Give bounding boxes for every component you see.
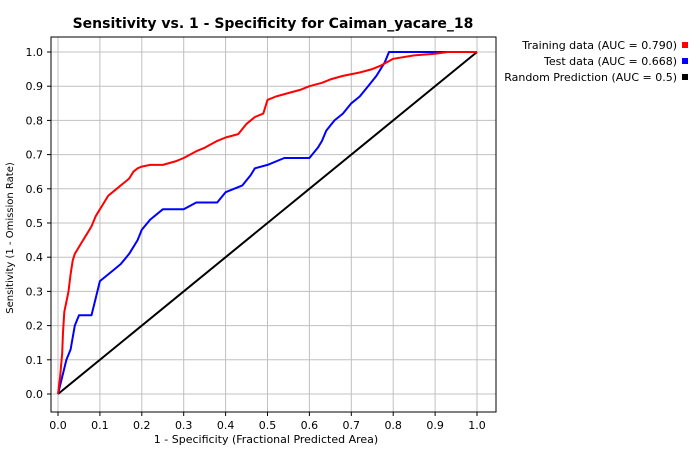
y-tick-label: 0.4 xyxy=(26,251,44,264)
chart-title: Sensitivity vs. 1 - Specificity for Caim… xyxy=(73,16,474,32)
x-axis-label: 1 - Specificity (Fractional Predicted Ar… xyxy=(154,433,378,446)
x-tick-label: 0.8 xyxy=(384,419,402,432)
series-line-0 xyxy=(57,51,477,395)
x-tick-label: 0.6 xyxy=(301,419,319,432)
y-tick-label: 0.5 xyxy=(26,217,44,230)
series-line-1 xyxy=(57,51,477,395)
x-tick-label: 0.4 xyxy=(217,419,235,432)
y-tick-label: 0.7 xyxy=(26,149,44,162)
x-tick-label: 0.1 xyxy=(91,419,109,432)
x-tick-label: 0.3 xyxy=(175,419,193,432)
y-tick-label: 0.9 xyxy=(26,80,44,93)
y-tick-label: 0.6 xyxy=(26,183,44,196)
x-tick-label: 0.2 xyxy=(133,419,151,432)
plot-area xyxy=(50,36,497,413)
x-tick-label: 0.5 xyxy=(259,419,277,432)
x-tick-label: 0.0 xyxy=(49,419,67,432)
x-tick-label: 1.0 xyxy=(468,419,486,432)
y-tick-label: 0.2 xyxy=(26,320,44,333)
y-tick-label: 0.8 xyxy=(26,114,44,127)
x-tick-label: 0.7 xyxy=(343,419,361,432)
legend-label: Random Prediction (AUC = 0.5) xyxy=(504,71,677,84)
series-layer xyxy=(57,51,478,395)
legend-swatch xyxy=(682,74,688,80)
legend-label: Test data (AUC = 0.668) xyxy=(543,55,677,68)
y-tick-label: 1.0 xyxy=(26,46,44,59)
legend-swatch xyxy=(682,58,688,64)
y-tick-label: 0.3 xyxy=(26,285,44,298)
y-axis-label: Sensitivity (1 - Omission Rate) xyxy=(5,162,16,314)
y-tick-label: 0.1 xyxy=(26,354,44,367)
legend-swatch xyxy=(682,42,688,48)
x-tick-label: 0.9 xyxy=(426,419,444,432)
y-tick-label: 0.0 xyxy=(26,388,44,401)
grid xyxy=(51,37,496,412)
series-line-2 xyxy=(57,51,478,395)
legend-label: Training data (AUC = 0.790) xyxy=(521,39,677,52)
axis-ticks: 0.0 0.1 0.2 0.3 0.4 0.5 0.6 0.7 0.8 0.9 1.0 0.0 0.1 0… xyxy=(26,46,486,432)
legend: Training data (AUC = 0.790) Test data (AU… xyxy=(504,39,688,84)
